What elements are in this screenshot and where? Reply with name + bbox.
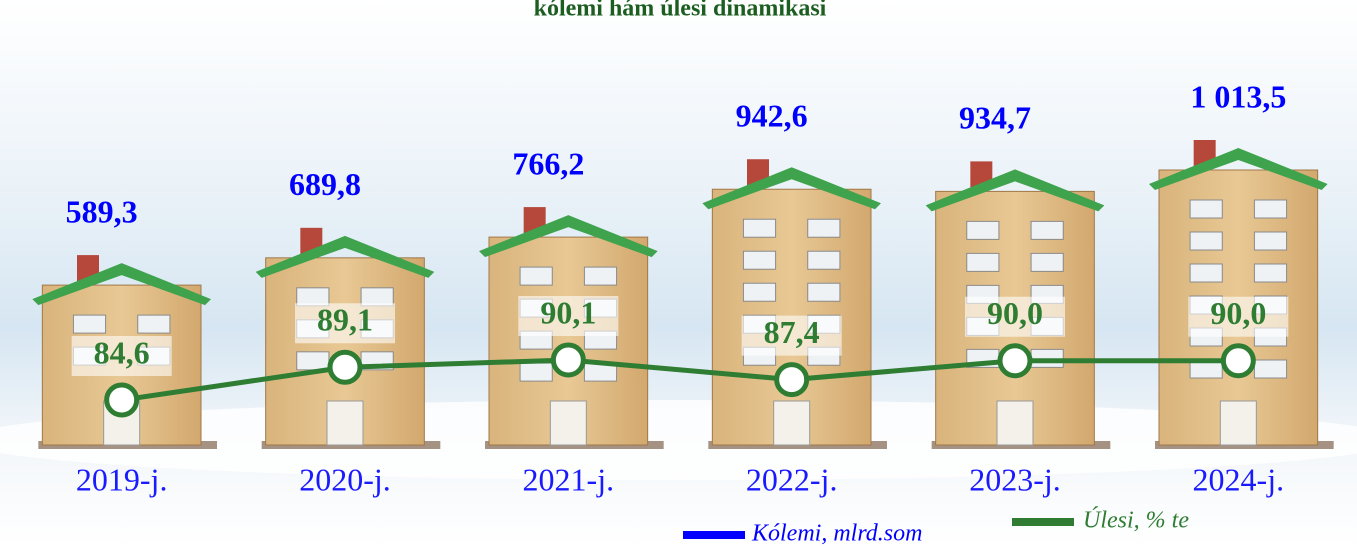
house-window [519, 362, 553, 382]
x-tick-label: 2024-j. [1193, 461, 1285, 497]
share-label: 87,4 [764, 314, 820, 350]
house-window [296, 351, 330, 371]
x-tick-label: 2022-j. [746, 461, 838, 497]
x-tick-label: 2021-j. [523, 461, 615, 497]
line-point [104, 382, 140, 418]
line-point [1220, 343, 1256, 379]
label-box [965, 296, 1065, 337]
house-window [1189, 263, 1223, 283]
legend-label: Kólemi, mlrd.som [751, 521, 922, 547]
share-label: 89,1 [317, 302, 373, 338]
house-roof [1149, 148, 1328, 190]
house-window [519, 266, 553, 286]
legend-swatch [683, 531, 745, 539]
house-roof [479, 215, 658, 258]
house-window [966, 220, 1000, 240]
house-window [742, 282, 777, 302]
snow [0, 400, 1357, 480]
value-label: 766,2 [512, 145, 584, 181]
house-window [583, 266, 618, 286]
house-window [807, 218, 841, 238]
house-window [1189, 199, 1223, 219]
house-roof [32, 263, 212, 306]
label-box [518, 296, 619, 336]
house-door [549, 400, 587, 446]
house-window [1253, 263, 1288, 283]
label-box [71, 336, 172, 376]
share-label: 90,0 [987, 295, 1043, 331]
value-label: 689,8 [289, 166, 361, 202]
value-label: 942,6 [736, 98, 808, 134]
share-label: 90,1 [540, 294, 596, 330]
share-line: 84,6 89,1 90,1 87,4 90,0 90,0 [71, 294, 1289, 418]
x-tick-label: 2023-j. [969, 461, 1061, 497]
line-point [997, 343, 1033, 379]
house-door [1219, 400, 1257, 446]
house-window [1030, 252, 1064, 272]
chart-title: kólemi hám úlesi dinamikasi [534, 0, 827, 22]
house-window [72, 314, 107, 334]
house-window [1253, 359, 1288, 379]
house-window [742, 250, 777, 270]
house-window [966, 252, 1000, 272]
label-box [741, 315, 842, 356]
share-label: 84,6 [94, 334, 150, 370]
house-window [807, 250, 841, 270]
house-roof [702, 167, 881, 210]
line-point [774, 362, 810, 398]
house-window [1030, 220, 1064, 240]
value-label: 1 013,5 [1190, 78, 1286, 114]
share-label: 90,0 [1210, 295, 1266, 331]
house-window [1253, 231, 1288, 251]
house-door [773, 400, 811, 446]
value-label: 934,7 [959, 100, 1031, 136]
line-point [327, 349, 363, 385]
line-point [550, 342, 586, 378]
house-window [807, 282, 841, 302]
x-tick-label: 2020-j. [299, 461, 391, 497]
house-window [1253, 199, 1288, 219]
x-tick-label: 2019-j. [76, 461, 168, 497]
house-roof [255, 235, 435, 278]
house-roof [925, 169, 1105, 212]
house-window [137, 314, 171, 334]
house-window [1189, 231, 1223, 251]
house-window [742, 218, 777, 238]
house-door [996, 400, 1034, 446]
legend-swatch [1012, 518, 1074, 526]
label-box [295, 303, 395, 344]
line [121, 357, 1239, 403]
label-box [1188, 296, 1289, 337]
legend-label: Úlesi, % te [1083, 507, 1189, 534]
value-label: 589,3 [66, 193, 138, 229]
house-door [326, 400, 364, 446]
